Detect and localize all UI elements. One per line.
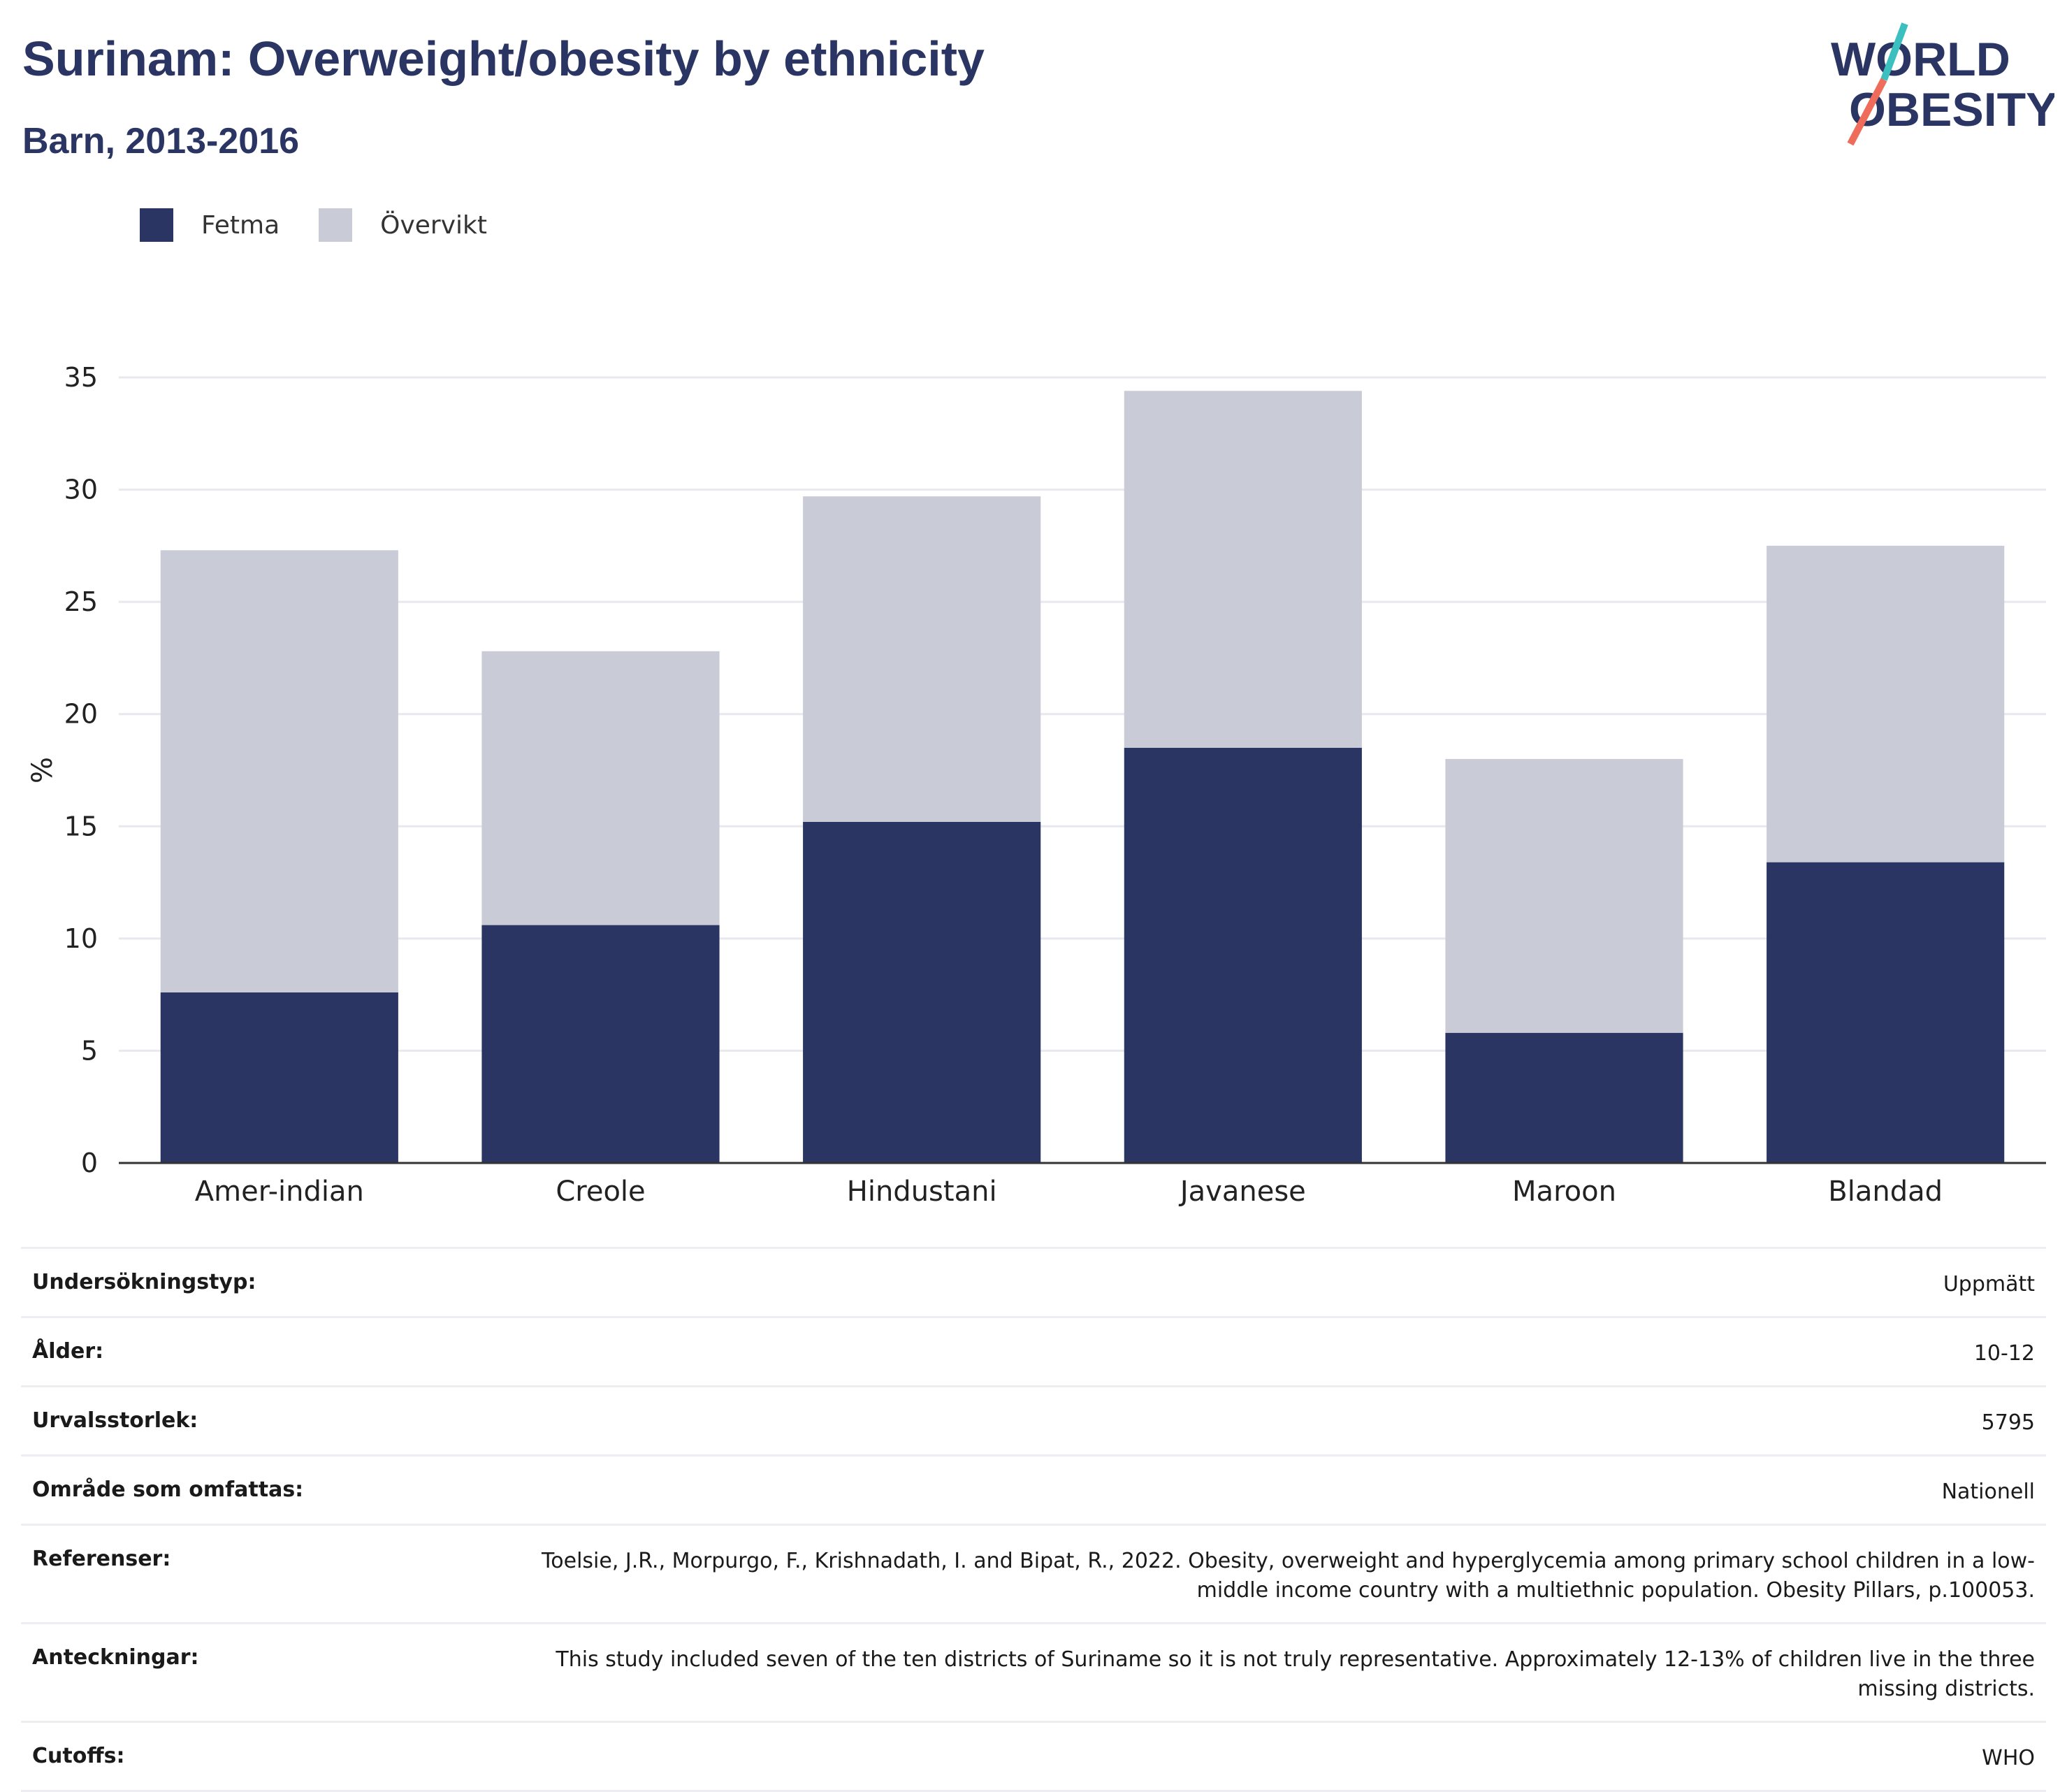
x-tick-label: Creole	[556, 1176, 645, 1208]
world-obesity-logo: WORLD OBESITY	[1831, 22, 2054, 146]
metadata-value: Toelsie, J.R., Morpurgo, F., Krishnadath…	[542, 1549, 2035, 1603]
chart-title: Surinam: Overweight/obesity by ethnicity	[22, 31, 985, 86]
bar-fetma	[160, 992, 398, 1163]
metadata-value: WHO	[1982, 1746, 2035, 1770]
logo-word-world: WORLD	[1831, 33, 2010, 86]
metadata-value: 5795	[1981, 1410, 2035, 1435]
metadata-value: 10-12	[1973, 1341, 2035, 1366]
metadata-label: Ålder:	[32, 1339, 104, 1364]
y-axis-label: %	[27, 757, 59, 783]
x-tick-label: Amer-indian	[195, 1176, 364, 1208]
bar-fetma	[1445, 1032, 1683, 1163]
bar-fetma	[481, 925, 720, 1163]
metadata-row: Ålder: 10-12	[21, 1316, 2046, 1385]
y-tick-label: 20	[64, 699, 98, 730]
y-tick-label: 10	[64, 923, 98, 954]
bar-overvikt	[160, 550, 398, 992]
legend-swatch-fetma	[140, 208, 173, 242]
bar-overvikt	[803, 496, 1041, 822]
metadata-table: Undersökningstyp: Uppmätt Ålder: 10-12 Urval…	[21, 1247, 2046, 1792]
x-tick-label: Javanese	[1178, 1176, 1306, 1208]
bar-overvikt	[1124, 391, 1362, 748]
legend-label-fetma: Fetma	[201, 210, 280, 240]
legend-label-overvikt: Övervikt	[380, 210, 487, 240]
y-tick-label: 15	[64, 811, 98, 841]
logo-slash-coral	[1847, 78, 1887, 146]
x-tick-label: Blandad	[1828, 1176, 1943, 1208]
metadata-row: Referenser: Toelsie, J.R., Morpurgo, F., …	[21, 1524, 2046, 1622]
metadata-row: Urvalsstorlek: 5795	[21, 1385, 2046, 1454]
metadata-label: Cutoffs:	[32, 1744, 125, 1768]
y-tick-label: 0	[81, 1148, 98, 1178]
metadata-row: Cutoffs: WHO	[21, 1721, 2046, 1792]
bar-chart: 0 5 10 15 20 25 30 35% Amer-indian Creole Hindusta…	[27, 362, 2046, 1208]
y-tick-label: 25	[64, 586, 98, 617]
metadata-value: This study included seven of the ten dis…	[556, 1647, 2035, 1701]
metadata-row: Undersökningstyp: Uppmätt	[21, 1247, 2046, 1316]
logo-slash-teal	[1880, 22, 1908, 81]
metadata-value: Uppmätt	[1943, 1272, 2035, 1296]
y-tick-label: 5	[81, 1035, 98, 1066]
metadata-row: Anteckningar: This study included seven o…	[21, 1622, 2046, 1721]
legend-swatch-overvikt	[319, 208, 353, 242]
legend: Fetma Övervikt	[140, 208, 526, 242]
metadata-row: Område som omfattas: Nationell	[21, 1454, 2046, 1524]
bar-fetma	[1124, 747, 1362, 1163]
logo-word-obesity: OBESITY	[1849, 83, 2054, 136]
metadata-label: Urvalsstorlek:	[32, 1408, 198, 1433]
legend-item-fetma[interactable]: Fetma	[140, 208, 280, 242]
bar-fetma	[1767, 862, 2005, 1163]
metadata-label: Område som omfattas:	[32, 1477, 304, 1502]
legend-item-overvikt[interactable]: Övervikt	[319, 208, 487, 242]
bar-fetma	[803, 821, 1041, 1163]
bar-overvikt	[481, 651, 720, 925]
x-tick-label: Hindustani	[847, 1176, 997, 1208]
metadata-label: Anteckningar:	[32, 1645, 199, 1670]
x-tick-label: Maroon	[1512, 1176, 1616, 1208]
bar-overvikt	[1445, 758, 1683, 1033]
chart-subtitle: Barn, 2013-2016	[22, 121, 300, 161]
bar-overvikt	[1767, 545, 2005, 862]
metadata-value: Nationell	[1941, 1480, 2035, 1504]
y-tick-label: 35	[64, 362, 98, 393]
metadata-label: Undersökningstyp:	[32, 1270, 256, 1294]
y-tick-label: 30	[64, 475, 98, 505]
metadata-label: Referenser:	[32, 1547, 171, 1571]
